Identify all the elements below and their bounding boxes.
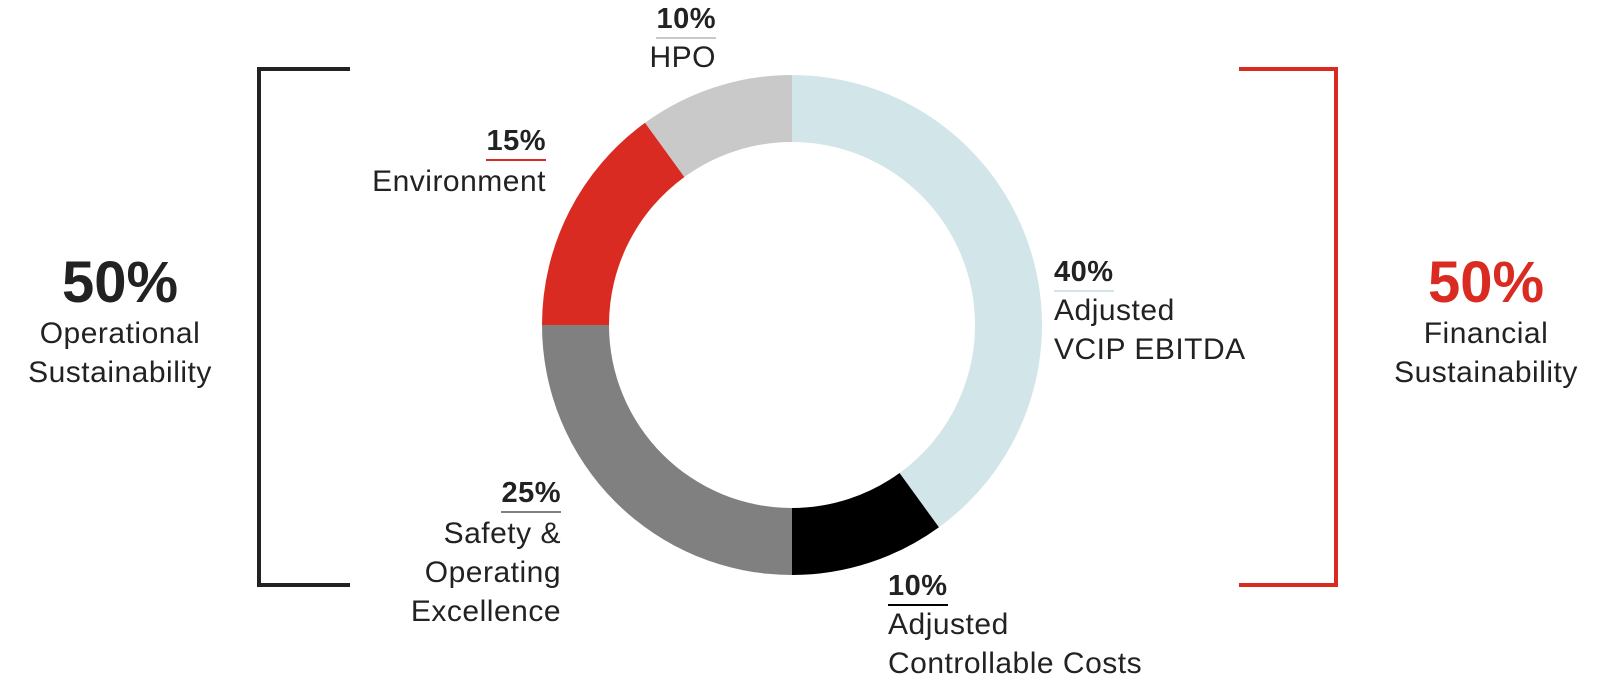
group-percent-operational: 50% bbox=[61, 250, 179, 315]
slice-label-safety: Safety & Operating Excellence bbox=[411, 514, 561, 631]
donut-slice-adjusted-vcip-ebitda bbox=[792, 75, 1043, 528]
slice-label-line: VCIP EBITDA bbox=[1054, 333, 1246, 366]
group-percent-financial: 50% bbox=[1427, 250, 1545, 315]
slice-label-line: Excellence bbox=[410, 595, 561, 628]
slice-percent-text: 10% bbox=[888, 570, 948, 606]
slice-percent-text: 25% bbox=[501, 477, 561, 513]
slice-label-line: Safety & bbox=[443, 517, 561, 550]
slice-label-line: Adjusted bbox=[1054, 294, 1175, 327]
slice-percent-text: 40% bbox=[1054, 256, 1114, 292]
slice-percent-safety: 25% bbox=[501, 477, 561, 513]
donut-slices bbox=[542, 75, 1043, 575]
slice-percent-hpo: 10% bbox=[656, 3, 716, 39]
slice-label-controllable-costs: Adjusted Controllable Costs bbox=[888, 605, 1142, 683]
slice-percent-vcip-ebitda: 40% bbox=[1054, 256, 1114, 292]
group-label-financial: Financial Sustainability bbox=[1366, 314, 1597, 392]
slice-percent-text: 10% bbox=[656, 3, 716, 39]
group-label-operational: Operational Sustainability bbox=[0, 314, 240, 392]
slice-label-line: Environment bbox=[372, 165, 546, 198]
donut-slice-safety-operating-excellence bbox=[542, 325, 792, 575]
slice-label-line: Adjusted bbox=[888, 608, 1009, 641]
group-label-line: Operational bbox=[39, 317, 201, 350]
donut-slice-hpo bbox=[645, 75, 792, 177]
donut-slice-adjusted-controllable-costs bbox=[792, 473, 939, 575]
group-label-line: Sustainability bbox=[28, 356, 212, 389]
slice-label-environment: Environment bbox=[372, 162, 546, 201]
donut-slice-environment bbox=[542, 122, 685, 325]
slice-percent-environment: 15% bbox=[486, 125, 546, 161]
slice-label-vcip-ebitda: Adjusted VCIP EBITDA bbox=[1054, 291, 1246, 369]
slice-label-line: Controllable Costs bbox=[888, 647, 1143, 680]
slice-label-hpo: HPO bbox=[649, 38, 716, 77]
slice-percent-controllable-costs: 10% bbox=[888, 570, 948, 606]
slice-label-line: HPO bbox=[649, 41, 716, 74]
operational-bracket bbox=[257, 67, 350, 587]
financial-bracket bbox=[1239, 67, 1338, 587]
group-label-line: Sustainability bbox=[1394, 356, 1578, 389]
slice-percent-text: 15% bbox=[486, 125, 546, 161]
group-label-line: Financial bbox=[1423, 317, 1549, 350]
slice-label-line: Operating bbox=[424, 556, 561, 589]
